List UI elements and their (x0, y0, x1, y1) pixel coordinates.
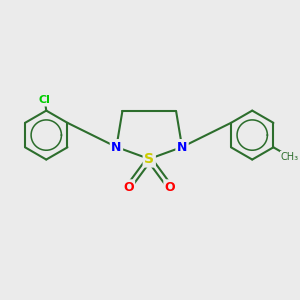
Text: N: N (111, 140, 122, 154)
Text: Cl: Cl (39, 95, 51, 105)
Text: N: N (177, 140, 187, 154)
Text: CH₃: CH₃ (280, 152, 299, 162)
Text: S: S (144, 152, 154, 166)
Text: O: O (165, 181, 176, 194)
Text: O: O (123, 181, 134, 194)
